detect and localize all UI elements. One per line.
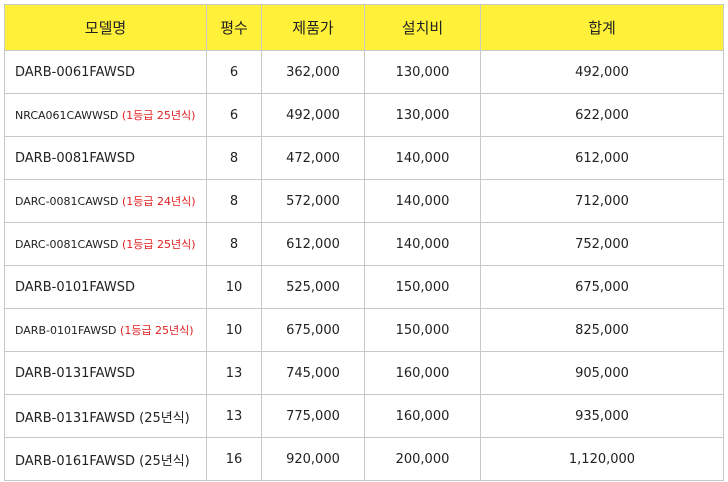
pyeong-cell: 8 <box>206 179 262 223</box>
model-note: (1등급 25년식) <box>121 238 196 251</box>
table-body: DARB-0061FAWSD 6 362,000 130,000 492,000 NRCA… <box>4 50 724 481</box>
model-name-wrap: DARB-0061FAWSD <box>15 65 135 80</box>
model-name: DARB-0081FAWSD <box>15 150 135 166</box>
total-cell: 1,120,000 <box>480 437 724 481</box>
model-cell: DARB-0101FAWSD <box>4 265 207 309</box>
pyeong-cell: 13 <box>206 351 262 395</box>
pyeong-cell: 10 <box>206 308 262 352</box>
install-cell: 150,000 <box>364 308 481 352</box>
price-cell: 525,000 <box>261 265 365 309</box>
pyeong-cell: 16 <box>206 437 262 481</box>
total-cell: 675,000 <box>480 265 724 309</box>
install-cell: 140,000 <box>364 136 481 180</box>
model-cell: DARC-0081CAWSD (1등급 24년식) <box>4 179 207 223</box>
model-name-wrap: DARB-0101FAWSD (1등급 25년식) <box>15 324 194 337</box>
model-name: DARB-0101FAWSD <box>15 279 135 295</box>
pyeong-cell: 8 <box>206 136 262 180</box>
model-name: DARC-0081CAWSD <box>15 238 119 251</box>
model-name-wrap: DARB-0131FAWSD <box>15 366 135 381</box>
price-table: 모델명 평수 제품가 설치비 합계 DARB-0061FAWSD 6 362,000… <box>4 4 724 481</box>
install-cell: 140,000 <box>364 222 481 266</box>
price-cell: 492,000 <box>261 93 365 137</box>
model-name: DARB-0161FAWSD (25년식) <box>15 453 190 469</box>
install-cell: 200,000 <box>364 437 481 481</box>
header-total: 합계 <box>480 4 724 51</box>
price-cell: 362,000 <box>261 50 365 94</box>
pyeong-cell: 6 <box>206 50 262 94</box>
table-header-row: 모델명 평수 제품가 설치비 합계 <box>4 4 724 51</box>
total-cell: 622,000 <box>480 93 724 137</box>
model-cell: DARB-0131FAWSD (25년식) <box>4 394 207 438</box>
model-cell: DARB-0161FAWSD (25년식) <box>4 437 207 481</box>
model-name-wrap: DARC-0081CAWSD (1등급 25년식) <box>15 238 196 251</box>
total-cell: 612,000 <box>480 136 724 180</box>
model-cell: DARC-0081CAWSD (1등급 25년식) <box>4 222 207 266</box>
model-name: DARB-0131FAWSD <box>15 365 135 381</box>
total-cell: 712,000 <box>480 179 724 223</box>
model-name: DARB-0131FAWSD (25년식) <box>15 410 190 426</box>
table-row: DARB-0101FAWSD (1등급 25년식) 10 675,000 150,00… <box>4 308 724 352</box>
model-cell: DARB-0101FAWSD (1등급 25년식) <box>4 308 207 352</box>
model-name: DARB-0101FAWSD <box>15 324 117 337</box>
model-note: (1등급 25년식) <box>120 324 194 337</box>
price-cell: 920,000 <box>261 437 365 481</box>
table-row: DARC-0081CAWSD (1등급 24년식) 8 572,000 140,000… <box>4 179 724 223</box>
price-cell: 472,000 <box>261 136 365 180</box>
price-cell: 612,000 <box>261 222 365 266</box>
install-cell: 160,000 <box>364 351 481 395</box>
install-cell: 160,000 <box>364 394 481 438</box>
table-row: DARB-0061FAWSD 6 362,000 130,000 492,000 <box>4 50 724 94</box>
table-row: DARB-0081FAWSD 8 472,000 140,000 612,000 <box>4 136 724 180</box>
table-row: DARB-0131FAWSD (25년식) 13 775,000 160,000 935… <box>4 394 724 438</box>
total-cell: 752,000 <box>480 222 724 266</box>
model-cell: DARB-0061FAWSD <box>4 50 207 94</box>
pyeong-cell: 6 <box>206 93 262 137</box>
model-note: (1등급 25년식) <box>121 109 196 122</box>
header-pyeong: 평수 <box>206 4 262 51</box>
model-note: (1등급 24년식) <box>121 195 196 208</box>
model-name-wrap: NRCA061CAWWSD (1등급 25년식) <box>15 109 195 122</box>
model-name: NRCA061CAWWSD <box>15 109 119 122</box>
table-row: DARB-0161FAWSD (25년식) 16 920,000 200,000 1,1… <box>4 437 724 481</box>
total-cell: 905,000 <box>480 351 724 395</box>
install-cell: 130,000 <box>364 93 481 137</box>
pyeong-cell: 13 <box>206 394 262 438</box>
price-cell: 745,000 <box>261 351 365 395</box>
model-name-wrap: DARB-0131FAWSD (25년식) <box>15 411 190 426</box>
model-name: DARB-0061FAWSD <box>15 64 135 80</box>
model-cell: DARB-0081FAWSD <box>4 136 207 180</box>
model-name: DARC-0081CAWSD <box>15 195 119 208</box>
install-cell: 150,000 <box>364 265 481 309</box>
header-install: 설치비 <box>364 4 481 51</box>
model-cell: NRCA061CAWWSD (1등급 25년식) <box>4 93 207 137</box>
total-cell: 935,000 <box>480 394 724 438</box>
header-price: 제품가 <box>261 4 365 51</box>
price-cell: 675,000 <box>261 308 365 352</box>
model-name-wrap: DARB-0161FAWSD (25년식) <box>15 454 190 469</box>
model-cell: DARB-0131FAWSD <box>4 351 207 395</box>
install-cell: 140,000 <box>364 179 481 223</box>
price-cell: 572,000 <box>261 179 365 223</box>
pyeong-cell: 8 <box>206 222 262 266</box>
table-row: NRCA061CAWWSD (1등급 25년식) 6 492,000 130,000 6… <box>4 93 724 137</box>
table-row: DARB-0131FAWSD 13 745,000 160,000 905,000 <box>4 351 724 395</box>
price-cell: 775,000 <box>261 394 365 438</box>
model-name-wrap: DARC-0081CAWSD (1등급 24년식) <box>15 195 196 208</box>
table-row: DARC-0081CAWSD (1등급 25년식) 8 612,000 140,000… <box>4 222 724 266</box>
install-cell: 130,000 <box>364 50 481 94</box>
model-name-wrap: DARB-0081FAWSD <box>15 151 135 166</box>
model-name-wrap: DARB-0101FAWSD <box>15 280 135 295</box>
pyeong-cell: 10 <box>206 265 262 309</box>
total-cell: 492,000 <box>480 50 724 94</box>
total-cell: 825,000 <box>480 308 724 352</box>
table-row: DARB-0101FAWSD 10 525,000 150,000 675,000 <box>4 265 724 309</box>
header-model: 모델명 <box>4 4 207 51</box>
